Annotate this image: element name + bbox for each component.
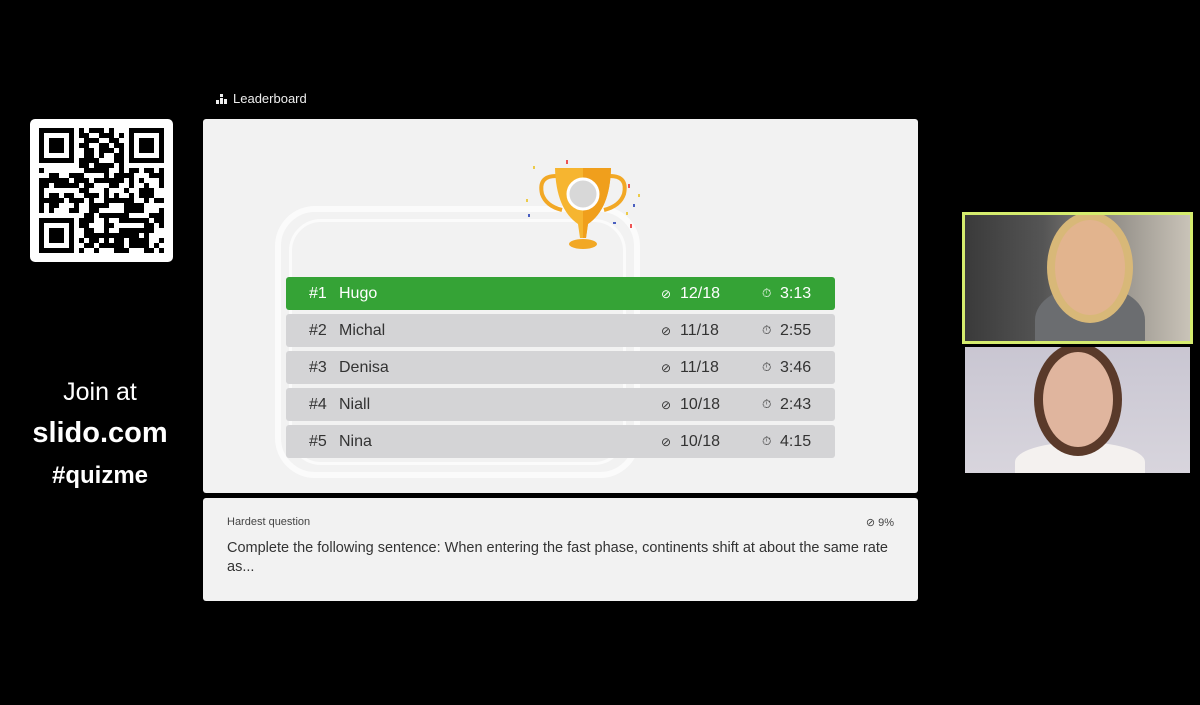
event-code: #quizme <box>51 462 149 489</box>
rank: #5 <box>309 432 327 450</box>
score: 12/18 <box>680 284 721 302</box>
rank: #2 <box>309 321 327 339</box>
leaderboard-row: #2 Michal ⊘ 11/18 ⏱ 2:55 <box>286 314 835 347</box>
hardest-question-panel: Hardest question ⊘ 9% Complete the follo… <box>203 498 918 601</box>
qr-code <box>30 119 173 262</box>
leaderboard-header: Leaderboard <box>216 91 307 106</box>
percent-value: 9% <box>878 517 894 529</box>
rank: #4 <box>309 395 327 413</box>
score: 10/18 <box>680 432 721 450</box>
participant-name: Nina <box>339 432 372 450</box>
score: 11/18 <box>680 358 719 376</box>
time: 2:55 <box>780 321 812 339</box>
stopwatch-icon: ⏱ <box>762 397 772 411</box>
rank: #1 <box>309 284 327 302</box>
check-circle-icon: ⊘ <box>661 360 672 375</box>
join-url: slido.com <box>32 417 168 449</box>
leaderboard-row: #4 Niall ⊘ 10/18 ⏱ 2:43 <box>286 388 835 421</box>
leaderboard-row: #3 Denisa ⊘ 11/18 ⏱ 3:46 <box>286 351 835 384</box>
bar-chart-icon <box>216 93 227 104</box>
time: 2:43 <box>780 395 812 413</box>
participant-name: Hugo <box>339 284 378 302</box>
hardest-question-text: Complete the following sentence: When en… <box>227 540 888 575</box>
stopwatch-icon: ⏱ <box>762 286 772 300</box>
time: 4:15 <box>780 432 812 450</box>
score: 11/18 <box>680 321 719 339</box>
check-circle-icon: ⊘ <box>865 517 879 529</box>
participant-name: Niall <box>339 395 371 413</box>
check-circle-icon: ⊘ <box>661 434 672 449</box>
trophy-icon <box>526 160 640 249</box>
hardest-question-percent: ⊘ 9% <box>866 516 894 529</box>
score: 10/18 <box>680 395 721 413</box>
participant-name: Michal <box>339 321 386 339</box>
stopwatch-icon: ⏱ <box>762 434 772 448</box>
leaderboard-panel: #1 Hugo ⊘ 12/18 ⏱ 3:13 #2 Michal ⊘ 11/18 … <box>203 119 918 493</box>
time: 3:46 <box>780 358 812 376</box>
participant-face <box>1043 352 1113 447</box>
stopwatch-icon: ⏱ <box>762 323 772 337</box>
leaderboard-row: #5 Nina ⊘ 10/18 ⏱ 4:15 <box>286 425 835 458</box>
check-circle-icon: ⊘ <box>661 323 672 338</box>
participant-name: Denisa <box>339 358 389 376</box>
video-tile-participant[interactable] <box>965 347 1190 473</box>
join-text: Join at <box>63 378 137 406</box>
participant-video <box>1015 442 1145 473</box>
video-tile-active-speaker[interactable] <box>962 212 1193 344</box>
time: 3:13 <box>780 284 812 302</box>
stopwatch-icon: ⏱ <box>762 360 772 374</box>
participant-face <box>1055 220 1125 315</box>
check-circle-icon: ⊘ <box>661 397 672 412</box>
check-circle-icon: ⊘ <box>661 286 672 301</box>
hardest-question-label: Hardest question <box>227 516 311 528</box>
rank: #3 <box>309 358 327 376</box>
leaderboard-label: Leaderboard <box>233 91 307 106</box>
leaderboard-row: #1 Hugo ⊘ 12/18 ⏱ 3:13 <box>286 277 835 310</box>
